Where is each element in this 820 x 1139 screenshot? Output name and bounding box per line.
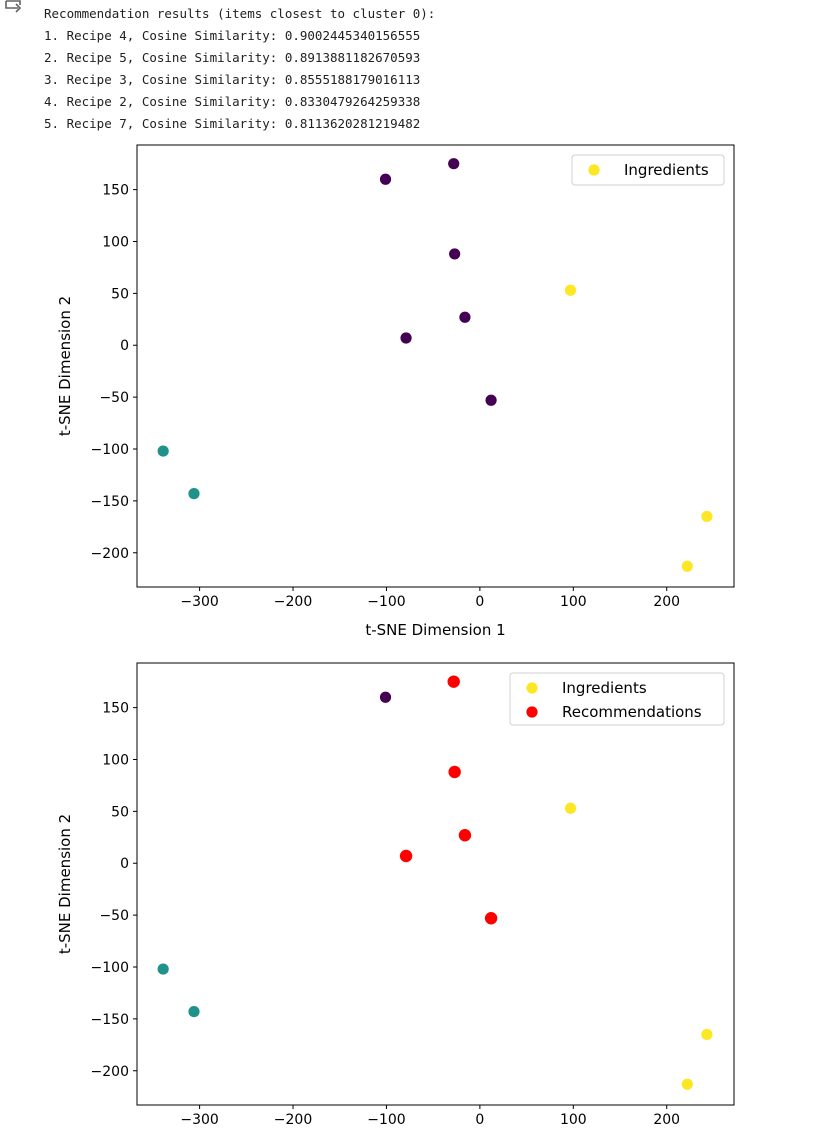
cluster-1-point (157, 445, 169, 457)
x-tick-label: 100 (560, 594, 587, 610)
y-tick-label: 0 (120, 338, 129, 354)
y-tick-label: −150 (91, 494, 129, 510)
y-tick-label: −100 (91, 442, 129, 458)
cluster-2-point (564, 284, 577, 296)
x-tick-label: 0 (475, 594, 484, 610)
cluster-2-point (681, 1078, 693, 1090)
cluster-0-point (379, 691, 392, 703)
y-tick-label: 150 (102, 183, 129, 199)
y-axis-label: t-SNE Dimension 2 (56, 814, 74, 954)
cluster-0-point (449, 248, 461, 260)
recommendation-point (458, 829, 472, 842)
recommendation-point (448, 765, 461, 779)
y-tick-label: −200 (91, 1064, 129, 1080)
x-tick-label: −300 (180, 1112, 218, 1128)
output-line: 2. Recipe 5, Cosine Similarity: 0.891388… (44, 50, 421, 65)
output-line: 4. Recipe 2, Cosine Similarity: 0.833047… (44, 94, 421, 109)
legend-label: Recommendations (562, 703, 702, 721)
tsne-scatter-plot-2: −300 −200 −100 0 100 200 −200 −150 −100 −50 0 50 100… (56, 662, 735, 1128)
output-text: Recommendation results (items closest to… (44, 3, 435, 135)
y-tick-label: 100 (102, 234, 129, 250)
y-tick-label: −150 (91, 1012, 129, 1028)
output-line: 1. Recipe 4, Cosine Similarity: 0.900244… (44, 28, 421, 43)
y-tick-label: 100 (102, 752, 129, 768)
recommendation-point (399, 849, 413, 863)
y-axis-label: t-SNE Dimension 2 (56, 296, 74, 436)
plot-area (136, 662, 735, 1106)
y-tick-label: 0 (120, 856, 129, 872)
y-tick-label: −50 (99, 390, 129, 406)
x-tick-label: −100 (367, 1112, 405, 1128)
legend-label: Ingredients (624, 161, 709, 179)
y-tick-label: −50 (99, 908, 129, 924)
cluster-1-point (157, 963, 169, 975)
y-tick-label: 150 (102, 701, 129, 717)
output-line: 3. Recipe 3, Cosine Similarity: 0.855518… (44, 72, 421, 87)
x-tick-label: −200 (274, 1112, 312, 1128)
y-tick-label: 50 (111, 804, 129, 820)
recommendation-point (447, 675, 460, 688)
x-tick-label: 200 (653, 1112, 680, 1128)
x-tick-label: 200 (653, 594, 680, 610)
x-axis-label: t-SNE Dimension 1 (365, 621, 505, 639)
cluster-0-point (485, 394, 497, 406)
x-tick-label: 100 (560, 1112, 587, 1128)
y-tick-label: −100 (91, 960, 129, 976)
cluster-0-point (459, 311, 471, 323)
tsne-scatter-plot-1: −300 −200 −100 0 100 200 −200 −150 −100 −50 0 50 100… (56, 144, 735, 639)
legend-box (509, 672, 725, 726)
plot-area (136, 144, 735, 588)
cluster-1-point (188, 488, 200, 500)
cluster-2-point (681, 560, 693, 572)
cluster-0-point (400, 332, 412, 344)
y-tick-label: −200 (91, 546, 129, 562)
legend-marker-recommendations (526, 706, 538, 718)
recommendation-point (484, 912, 498, 925)
x-tick-label: −100 (367, 594, 405, 610)
legend-marker-ingredients (588, 164, 600, 176)
cluster-1-point (188, 1006, 200, 1018)
cluster-2-point (701, 510, 713, 523)
x-tick-label: −300 (180, 594, 218, 610)
y-tick-label: 50 (111, 286, 129, 302)
cluster-0-point (379, 173, 392, 185)
output-line: Recommendation results (items closest to… (44, 6, 436, 21)
x-tick-label: 0 (475, 1112, 484, 1128)
cluster-0-point (448, 158, 460, 170)
cluster-2-point (701, 1028, 713, 1041)
legend-label: Ingredients (562, 679, 647, 697)
output-line: 5. Recipe 7, Cosine Similarity: 0.811362… (44, 116, 421, 131)
output-redirect-icon (5, 0, 22, 13)
legend-marker-ingredients (526, 682, 538, 694)
cluster-2-point (564, 802, 577, 814)
legend-box (571, 154, 725, 186)
x-tick-label: −200 (274, 594, 312, 610)
